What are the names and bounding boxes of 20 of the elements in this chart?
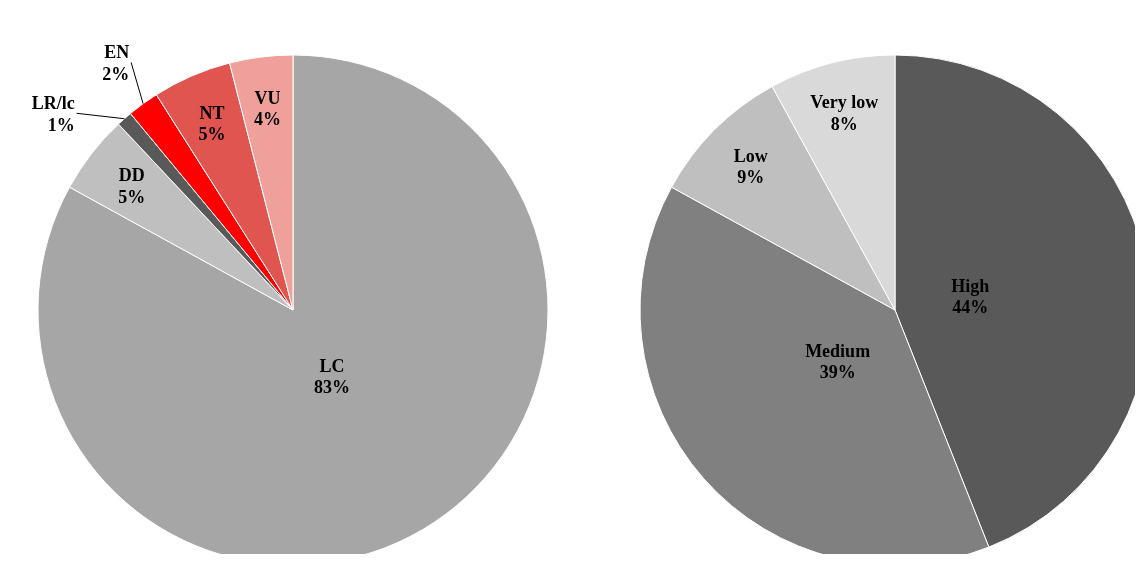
data-label: 8% xyxy=(830,114,858,135)
data-label: 4% xyxy=(253,109,281,130)
data-label: 39% xyxy=(819,362,856,383)
slice-label: DD xyxy=(118,164,145,185)
slice-label: LC xyxy=(319,355,345,376)
data-label: 1% xyxy=(47,114,75,135)
data-label: 9% xyxy=(737,167,765,188)
data-label: 5% xyxy=(118,186,146,207)
data-label: 5% xyxy=(198,124,226,145)
slice-label: Low xyxy=(733,145,768,166)
slice-label: LR/lc xyxy=(31,93,75,114)
data-label: 83% xyxy=(313,377,350,398)
slice-label: Medium xyxy=(805,340,871,361)
data-label: 2% xyxy=(102,64,130,85)
slice-label: Very low xyxy=(810,92,879,113)
slice-label: EN xyxy=(104,42,130,63)
data-label: 44% xyxy=(952,297,989,318)
slice-label: VU xyxy=(254,87,281,108)
slice-label: High xyxy=(951,275,990,296)
slice-label: NT xyxy=(199,102,225,123)
